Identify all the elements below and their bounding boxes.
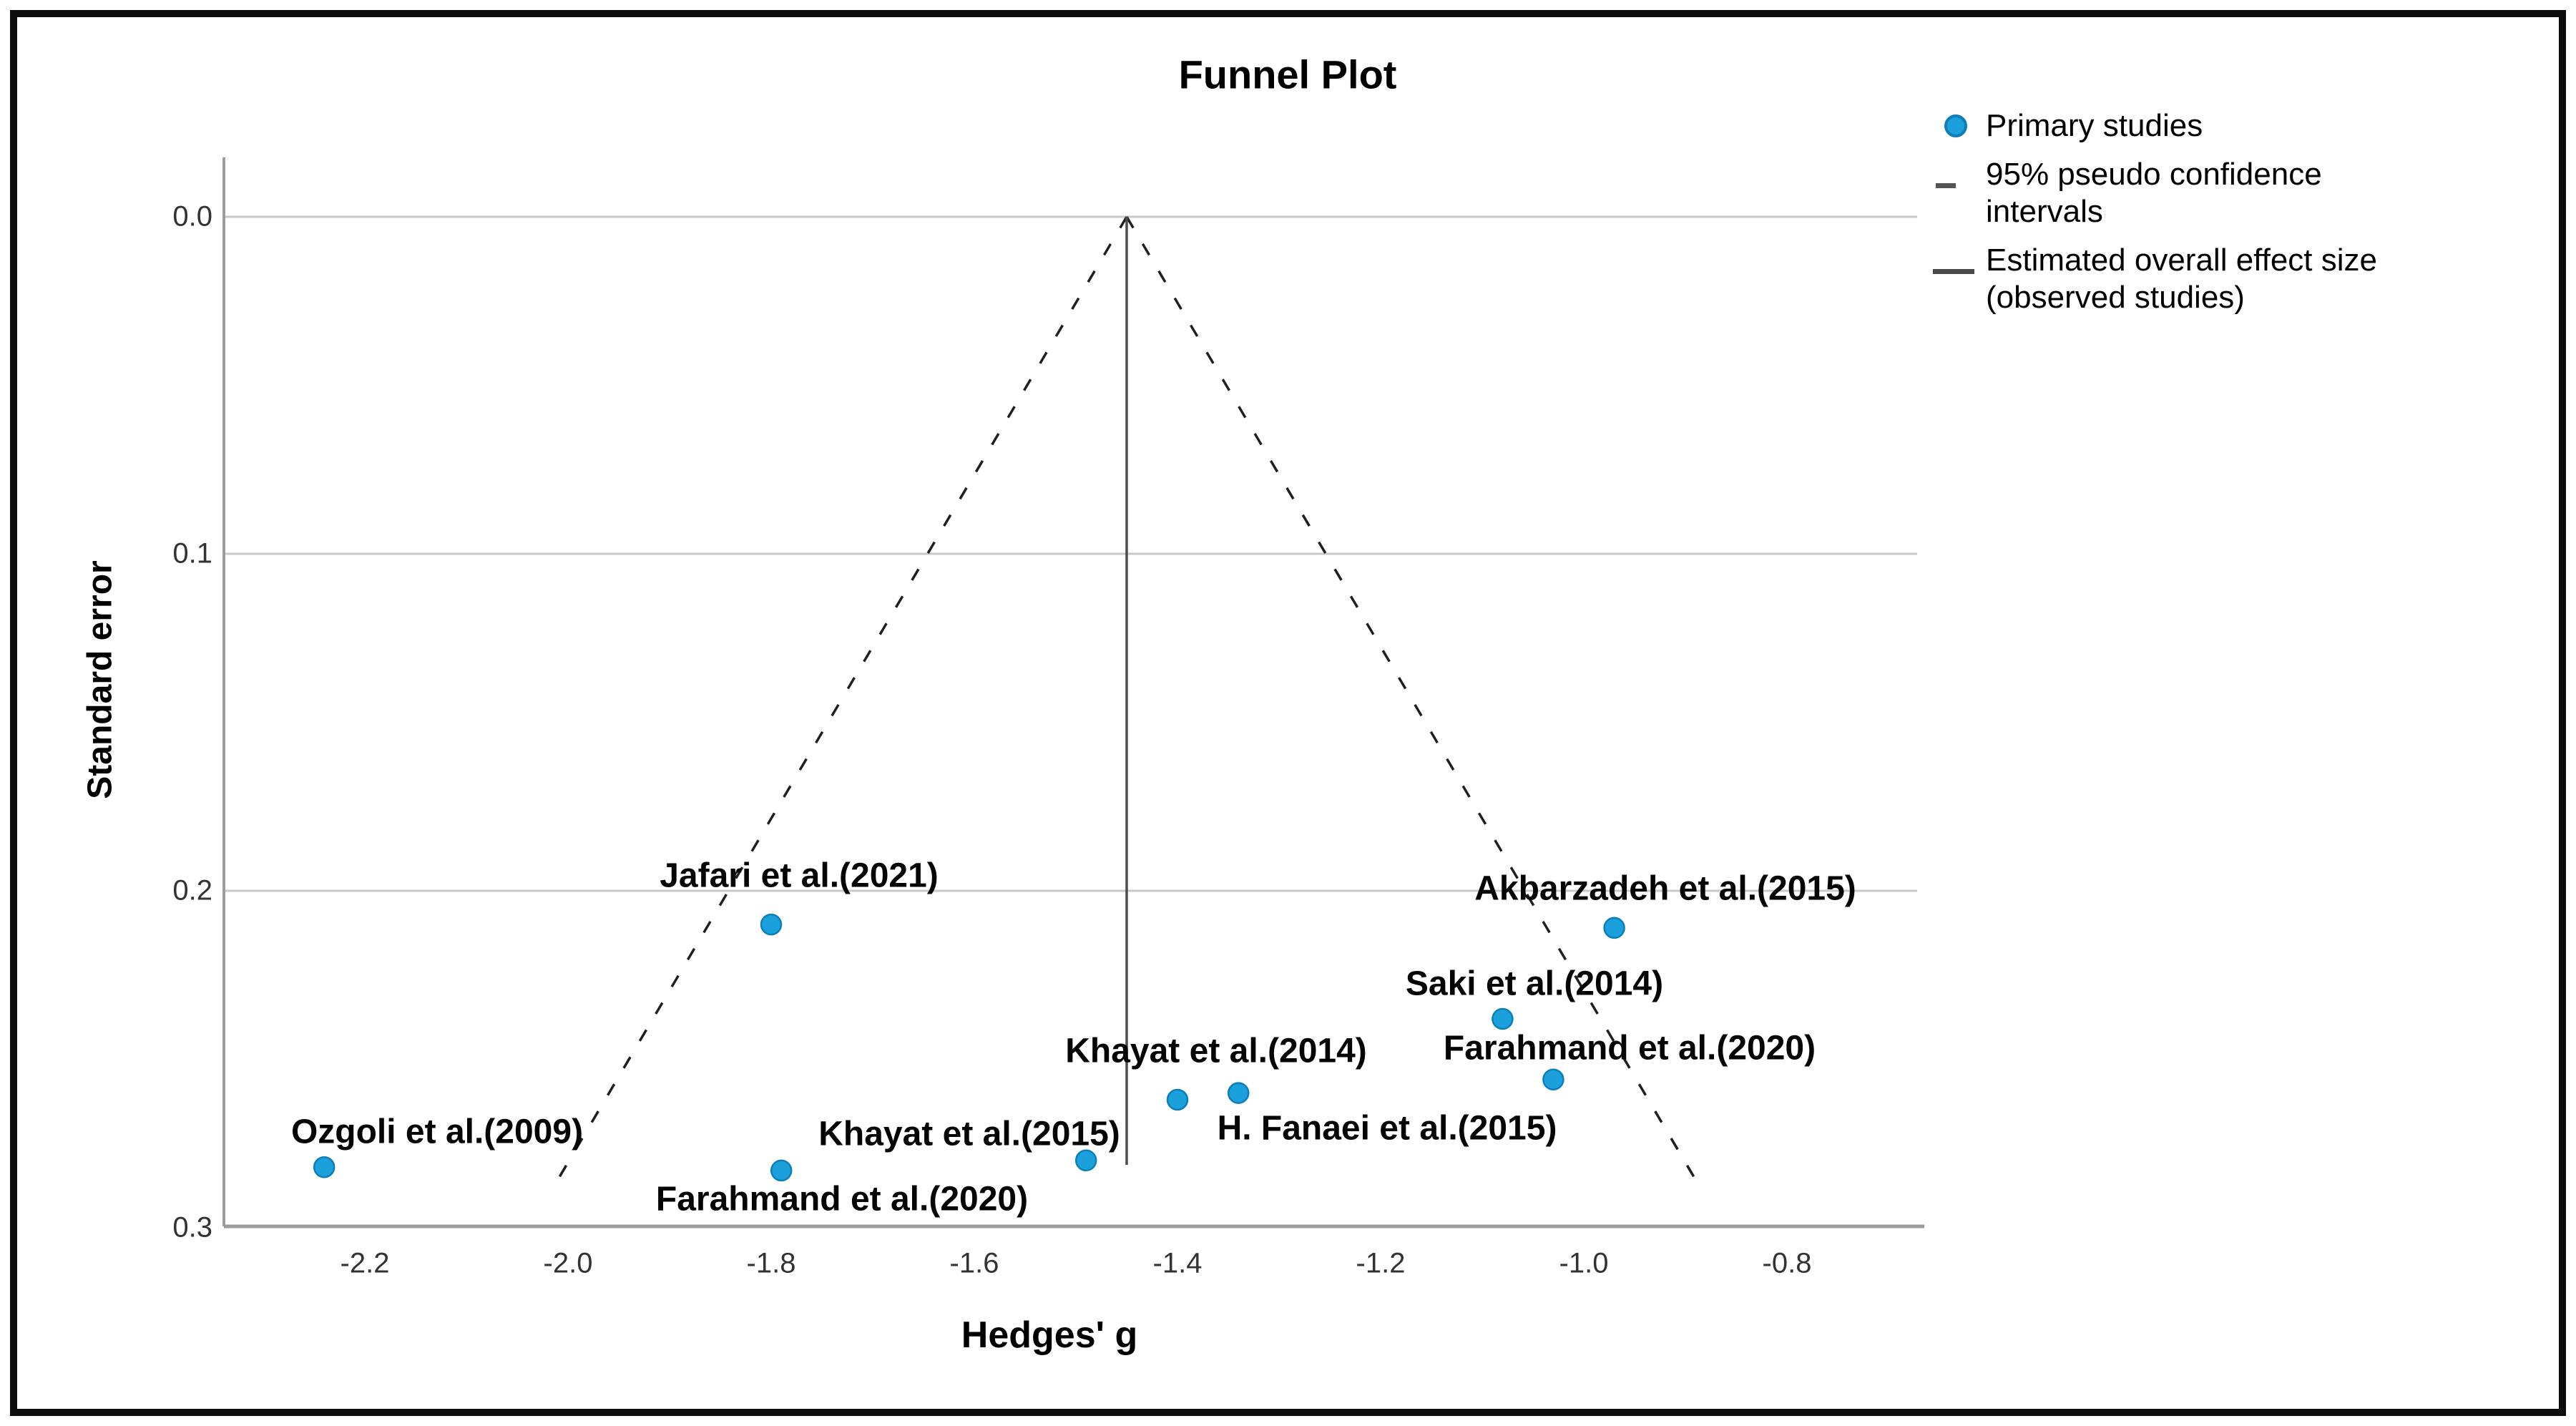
legend-item-primary-studies: Primary studies [1926, 107, 2498, 145]
x-tick-label: -1.4 [1152, 1247, 1203, 1279]
study-label: Ozgoli et al.(2009) [290, 1113, 584, 1151]
x-tick-label: -2.2 [340, 1247, 390, 1279]
study-label: H. Fanaei et al.(2015) [1217, 1109, 1557, 1148]
legend-item-overall-effect: Estimated overall effect size (observed … [1926, 242, 2498, 316]
data-point [1166, 1088, 1189, 1111]
pseudo-ci-line-left [554, 216, 1128, 1185]
study-label: Farahmand et al.(2020) [1443, 1029, 1816, 1068]
legend-label: Estimated overall effect size (observed … [1986, 242, 2377, 315]
study-label: Jafari et al.(2021) [660, 856, 939, 895]
legend: Primary studies 95% pseudo confidence in… [1926, 107, 2498, 328]
y-tick-label: 0.0 [172, 200, 212, 233]
y-tick-label: 0.3 [172, 1211, 212, 1244]
data-point [1074, 1149, 1097, 1172]
y-axis-title: Standard error [81, 560, 119, 799]
x-tick-label: -1.2 [1356, 1247, 1406, 1279]
x-tick-label: -0.8 [1762, 1247, 1812, 1279]
legend-label: Primary studies [1986, 108, 2203, 143]
solid-line-icon [1933, 268, 1974, 274]
chart-title: Funnel Plot [1178, 52, 1397, 97]
x-tick-label: -1.0 [1559, 1247, 1609, 1279]
data-point [760, 913, 783, 936]
study-label: Akbarzadeh et al.(2015) [1474, 869, 1856, 908]
x-axis-title: Hedges' g [961, 1314, 1138, 1356]
x-tick-label: -1.8 [746, 1247, 796, 1279]
data-point [1492, 1007, 1514, 1030]
data-point [313, 1156, 336, 1178]
dot-icon [1944, 114, 1967, 137]
study-label: Saki et al.(2014) [1405, 964, 1664, 1003]
dashed-line-icon [1936, 182, 1956, 188]
y-tick-label: 0.1 [172, 537, 212, 570]
y-tick-label: 0.2 [172, 874, 212, 907]
x-tick-label: -1.6 [949, 1247, 999, 1279]
study-label: Khayat et al.(2015) [818, 1115, 1120, 1153]
study-label: Farahmand et al.(2020) [655, 1180, 1029, 1219]
legend-label: 95% pseudo confidence intervals [1986, 156, 2322, 229]
x-tick-label: -2.0 [543, 1247, 593, 1279]
data-point [1542, 1068, 1564, 1091]
data-point [1603, 917, 1625, 939]
data-point [770, 1159, 793, 1182]
data-point [1227, 1082, 1250, 1104]
study-label: Khayat et al.(2014) [1065, 1032, 1367, 1070]
legend-item-pseudo-ci: 95% pseudo confidence intervals [1926, 156, 2498, 230]
